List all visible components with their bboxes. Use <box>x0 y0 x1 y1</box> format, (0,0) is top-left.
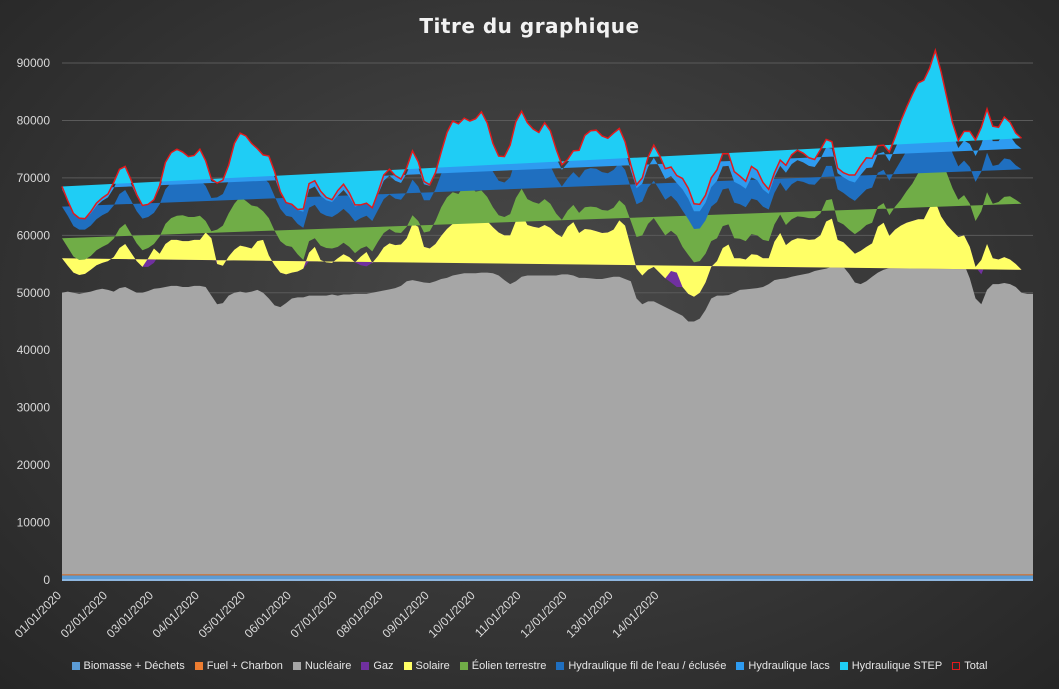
legend-swatch-3 <box>361 662 370 670</box>
x-tick-label-5: 06/01/2020 <box>242 588 295 641</box>
legend-label-0: Biomasse + Déchets <box>83 660 185 672</box>
legend-label-5: Éolien terrestre <box>471 660 547 672</box>
legend-item-9: Total <box>952 660 987 672</box>
y-tick-label-0: 0 <box>43 573 50 587</box>
y-tick-label-4: 40000 <box>17 343 51 357</box>
y-tick-label-1: 10000 <box>17 516 51 530</box>
y-tick-label-9: 90000 <box>17 56 51 70</box>
area-series-1 <box>62 574 1033 576</box>
legend-label-4: Solaire <box>415 660 450 672</box>
chart-title: Titre du graphique <box>419 14 640 38</box>
total-line <box>61 47 1023 220</box>
area-series-4 <box>62 201 1022 297</box>
x-tick-label-0: 01/01/2020 <box>12 588 65 641</box>
legend-item-6: Hydraulique fil de l'eau / éclusée <box>556 660 726 672</box>
x-tick-label-4: 05/01/2020 <box>196 588 249 641</box>
area-series-8 <box>62 50 1022 219</box>
y-tick-label-8: 80000 <box>17 113 51 127</box>
legend-label-7: Hydraulique lacs <box>748 660 830 672</box>
legend-item-0: Biomasse + Déchets <box>71 660 185 672</box>
legend-item-5: Éolien terrestre <box>459 660 547 672</box>
legend-swatch-9 <box>952 662 961 670</box>
legend-item-3: Gaz <box>361 660 394 672</box>
legend-swatch-4 <box>403 662 412 670</box>
legend-item-4: Solaire <box>403 660 450 672</box>
y-tick-label-2: 20000 <box>17 458 51 472</box>
area-series-2 <box>62 262 1033 575</box>
area-series-0 <box>62 575 1033 580</box>
x-tick-label-7: 08/01/2020 <box>334 588 387 641</box>
legend-item-7: Hydraulique lacs <box>736 660 830 672</box>
legend-label-2: Nucléaire <box>304 660 352 672</box>
x-tick-label-3: 04/01/2020 <box>150 588 203 641</box>
x-tick-label-12: 13/01/2020 <box>563 588 616 641</box>
legend-label-8: Hydraulique STEP <box>851 660 943 672</box>
legend-item-1: Fuel + Charbon <box>194 660 283 672</box>
x-tick-label-8: 09/01/2020 <box>379 588 432 641</box>
legend-swatch-7 <box>736 662 745 670</box>
x-tick-label-13: 14/01/2020 <box>609 588 662 641</box>
legend-item-2: Nucléaire <box>292 660 352 672</box>
x-tick-label-11: 12/01/2020 <box>517 588 570 641</box>
area-series-5 <box>62 141 1022 263</box>
legend-label-9: Total <box>964 660 988 672</box>
legend-swatch-5 <box>459 662 468 670</box>
y-tick-label-7: 70000 <box>17 171 51 185</box>
y-tick-label-3: 30000 <box>17 401 51 415</box>
x-tick-label-2: 03/01/2020 <box>104 588 157 641</box>
legend-swatch-0 <box>71 662 80 670</box>
legend-label-3: Gaz <box>373 660 394 672</box>
legend-label-1: Fuel + Charbon <box>206 660 283 672</box>
x-tick-label-6: 07/01/2020 <box>288 588 341 641</box>
legend-swatch-1 <box>194 662 203 670</box>
legend-swatch-6 <box>556 662 565 670</box>
chart-legend: Biomasse + Déchets Fuel + Charbon Nucléair… <box>0 660 1059 672</box>
y-tick-label-5: 50000 <box>17 286 51 300</box>
legend-item-8: Hydraulique STEP <box>839 660 943 672</box>
x-tick-label-9: 10/01/2020 <box>425 588 478 641</box>
legend-swatch-2 <box>292 662 301 670</box>
legend-swatch-8 <box>839 662 848 670</box>
y-tick-label-6: 60000 <box>17 228 51 242</box>
legend-label-6: Hydraulique fil de l'eau / éclusée <box>568 660 727 672</box>
x-tick-label-10: 11/01/2020 <box>472 588 524 640</box>
x-tick-label-1: 02/01/2020 <box>58 588 111 641</box>
